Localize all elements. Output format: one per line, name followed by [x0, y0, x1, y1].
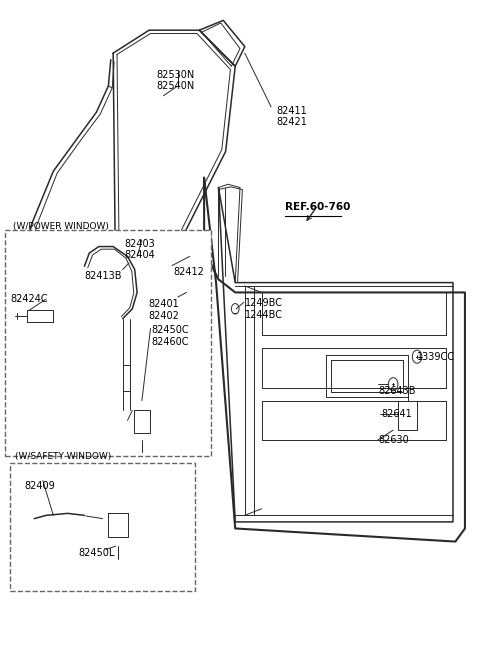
- Text: 82530N
82540N: 82530N 82540N: [156, 70, 194, 91]
- Text: 1339CC: 1339CC: [417, 352, 455, 363]
- Circle shape: [24, 509, 37, 528]
- Text: 82403
82404: 82403 82404: [124, 238, 155, 260]
- Circle shape: [5, 308, 17, 324]
- Text: 82643B: 82643B: [379, 386, 416, 396]
- Text: 82630: 82630: [379, 435, 409, 445]
- Text: 82411
82421: 82411 82421: [276, 106, 307, 127]
- Text: 82641: 82641: [381, 409, 412, 419]
- Circle shape: [103, 504, 133, 546]
- Text: 82450L: 82450L: [78, 548, 115, 558]
- Text: (W/POWER WINDOW): (W/POWER WINDOW): [12, 223, 108, 231]
- Bar: [10, 463, 194, 591]
- Text: 82424C: 82424C: [10, 294, 48, 304]
- Bar: [5, 230, 211, 457]
- Text: 82450C
82460C: 82450C 82460C: [152, 325, 189, 347]
- Text: 82412: 82412: [173, 267, 204, 277]
- Circle shape: [128, 401, 156, 440]
- Text: (W/SAFETY WINDOW): (W/SAFETY WINDOW): [15, 452, 111, 461]
- Text: 82401
82402: 82401 82402: [148, 299, 179, 321]
- Circle shape: [121, 256, 148, 293]
- Text: 82409: 82409: [24, 481, 55, 491]
- Text: 1249BC
1244BC: 1249BC 1244BC: [245, 298, 283, 320]
- Text: 82413B: 82413B: [85, 271, 122, 281]
- Text: REF.60-760: REF.60-760: [286, 202, 351, 212]
